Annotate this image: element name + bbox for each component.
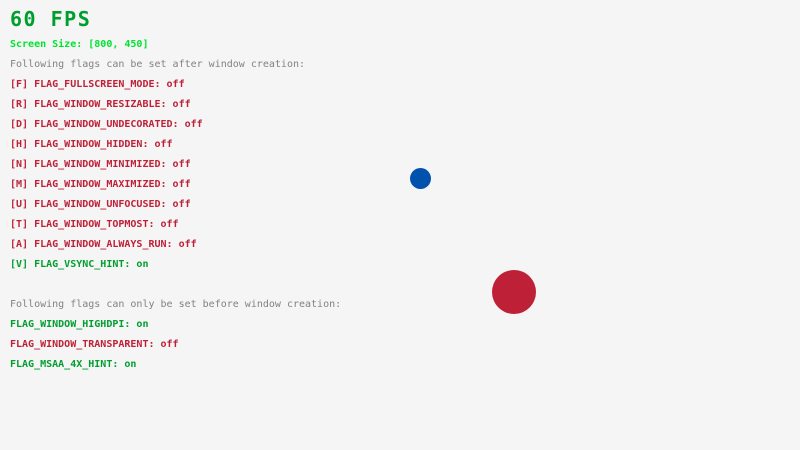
mouse-position-circle bbox=[409, 167, 431, 189]
flag-window-unfocused: [U] FLAG_WINDOW_UNFOCUSED: off bbox=[10, 199, 191, 210]
screen-size-label: Screen Size: [800, 450] bbox=[10, 39, 149, 50]
flag-window-maximized: [M] FLAG_WINDOW_MAXIMIZED: off bbox=[10, 179, 191, 190]
flag-window-minimized: [N] FLAG_WINDOW_MINIMIZED: off bbox=[10, 159, 191, 170]
after-creation-flag-list: [F] FLAG_FULLSCREEN_MODE: off [R] FLAG_W… bbox=[10, 79, 203, 279]
flag-window-hidden: [H] FLAG_WINDOW_HIDDEN: off bbox=[10, 139, 173, 150]
flag-window-topmost: [T] FLAG_WINDOW_TOPMOST: off bbox=[10, 219, 179, 230]
flag-window-undecorated: [D] FLAG_WINDOW_UNDECORATED: off bbox=[10, 119, 203, 130]
before-creation-section-header: Following flags can only be set before w… bbox=[10, 299, 342, 310]
flag-window-highdpi: FLAG_WINDOW_HIGHDPI: on bbox=[10, 319, 149, 330]
fps-counter: 60 FPS bbox=[10, 7, 92, 31]
flag-vsync-hint: [V] FLAG_VSYNC_HINT: on bbox=[10, 259, 149, 270]
flag-window-always-run: [A] FLAG_WINDOW_ALWAYS_RUN: off bbox=[10, 239, 197, 250]
flag-window-resizable: [R] FLAG_WINDOW_RESIZABLE: off bbox=[10, 99, 191, 110]
before-creation-flag-list: FLAG_WINDOW_HIGHDPI: on FLAG_WINDOW_TRAN… bbox=[10, 319, 179, 379]
flag-fullscreen-mode: [F] FLAG_FULLSCREEN_MODE: off bbox=[10, 79, 185, 90]
flag-msaa-4x-hint: FLAG_MSAA_4X_HINT: on bbox=[10, 359, 137, 370]
flag-window-transparent: FLAG_WINDOW_TRANSPARENT: off bbox=[10, 339, 179, 350]
bouncing-ball-circle bbox=[492, 270, 536, 314]
after-creation-section-header: Following flags can be set after window … bbox=[10, 59, 306, 70]
